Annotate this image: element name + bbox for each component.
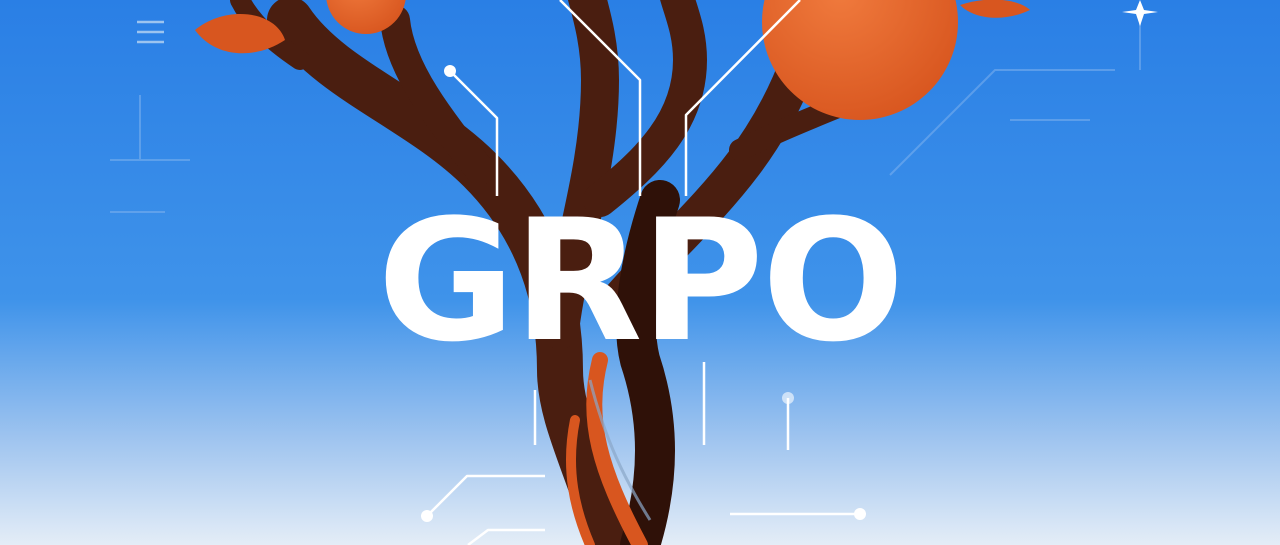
trunk-stripes (566, 352, 648, 545)
circuit-nodes (421, 65, 866, 522)
leaf (195, 13, 285, 54)
fruit (762, 0, 958, 120)
circuit-lines (426, 0, 860, 545)
trunk-highlight (588, 379, 652, 521)
sparkle-icon (1122, 0, 1158, 26)
background-circuit-lines (110, 20, 1141, 213)
trunk-shadow (616, 180, 680, 545)
poster-title: GRPO (377, 183, 904, 379)
leaf (960, 0, 1030, 18)
fruit (326, 0, 406, 34)
menu-lines-icon (137, 20, 164, 44)
